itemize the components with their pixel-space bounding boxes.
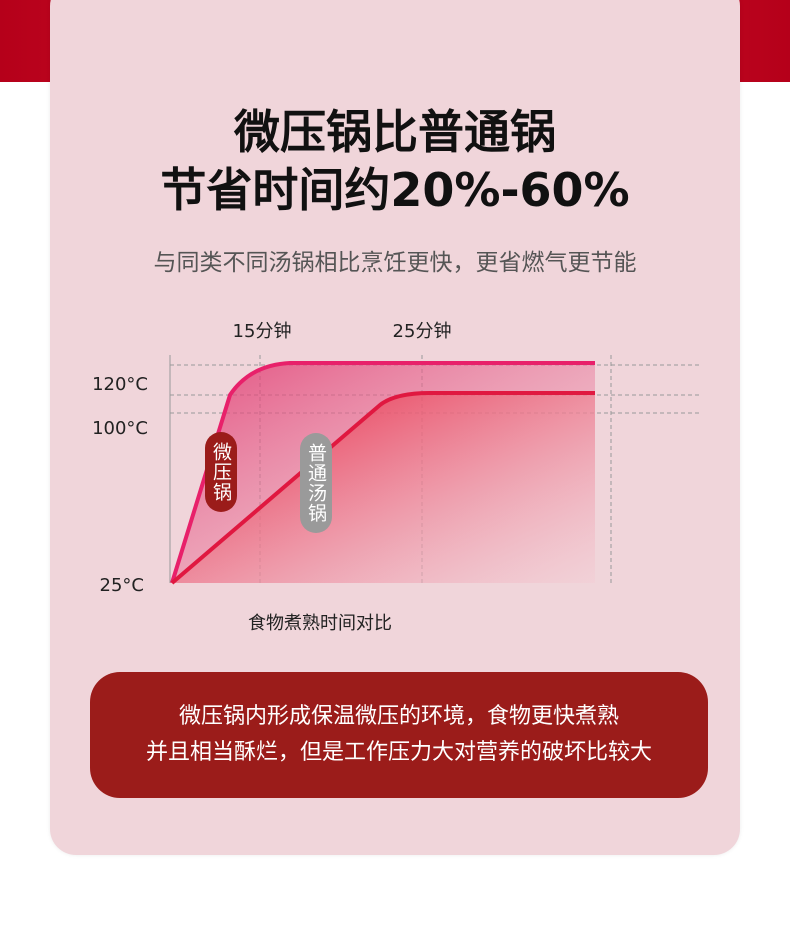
subtitle: 与同类不同汤锅相比烹饪更快，更省燃气更节能 bbox=[153, 250, 637, 276]
title-line: 微压锅比普通锅 bbox=[234, 105, 556, 159]
note-line: 微压锅内形成保温微压的环境，食物更快煮熟 bbox=[178, 704, 619, 729]
y-label: 25°C bbox=[100, 575, 144, 596]
y-label: 120°C bbox=[92, 374, 148, 395]
diagram: 15分钟 25分钟 120°C 100°C 25°C 食物煮熟时间对比 bbox=[92, 321, 700, 634]
slow-area bbox=[172, 393, 595, 583]
title-line: 节省时间约20%-60% bbox=[160, 163, 630, 217]
fast-curve bbox=[170, 361, 595, 584]
curve-label: 微压锅 bbox=[205, 432, 237, 512]
x-label: 25分钟 bbox=[393, 321, 452, 342]
curve-label: 普通汤锅 bbox=[300, 433, 332, 533]
note-box: 微压锅内形成保温微压的环境，食物更快煮熟 并且相当酥烂，但是工作压力大对营养的破… bbox=[90, 672, 708, 798]
y-label: 100°C bbox=[92, 418, 148, 439]
caption: 食物煮熟时间对比 bbox=[248, 613, 392, 634]
slow-curve bbox=[170, 391, 595, 585]
note-line: 并且相当酥烂，但是工作压力大对营养的破坏比较大 bbox=[145, 740, 652, 765]
x-label: 15分钟 bbox=[233, 321, 292, 342]
